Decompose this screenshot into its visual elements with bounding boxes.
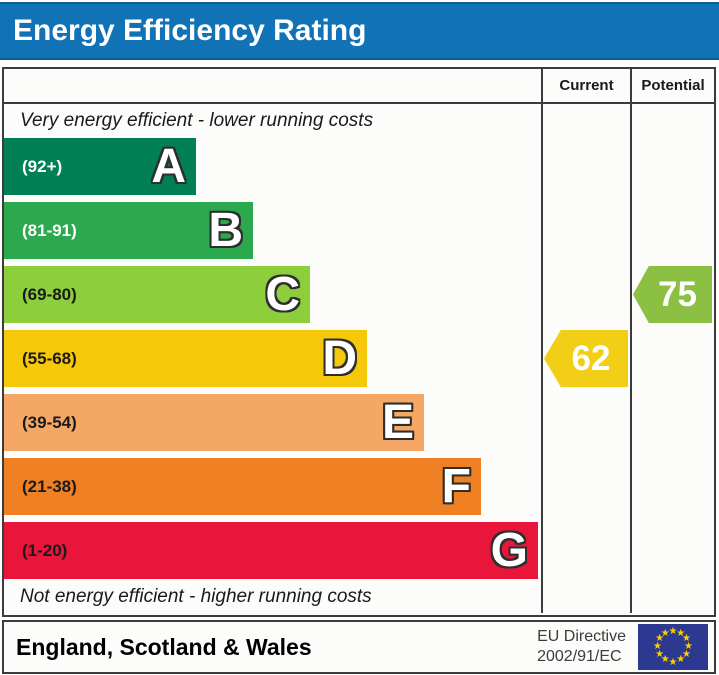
eu-directive-label: EU Directive 2002/91/EC [537,627,626,667]
band-range-label: (55-68) [22,348,77,368]
eu-star: ★ [668,656,678,668]
potential-column-header: Potential [630,69,714,102]
potential-column-divider [630,104,632,613]
band-range-label: (81-91) [22,220,77,240]
band-letter: B [208,203,243,257]
eu-star: ★ [681,648,691,660]
rating-table: Current Potential Very energy efficient … [2,67,716,617]
band-row-a: (92+) A [4,138,196,195]
eu-star: ★ [684,641,693,652]
footer-bar: England, Scotland & Wales EU Directive 2… [2,620,716,674]
eu-directive-line2: 2002/91/EC [537,648,622,665]
current-rating-arrow: 62 [544,330,628,387]
eu-star: ★ [681,633,691,645]
caption-very-efficient: Very energy efficient - lower running co… [20,110,374,131]
band-letter: C [265,267,300,321]
rating-table-header: Current Potential [4,69,714,104]
eu-star: ★ [676,627,686,639]
band-letter: F [441,459,471,513]
eu-star: ★ [660,654,670,666]
band-range-label: (39-54) [22,412,77,432]
current-column-divider [541,104,543,613]
band-range-label: (69-80) [22,284,77,304]
band-letter: A [151,139,186,193]
band-letter: D [322,331,357,385]
eu-star: ★ [655,633,665,645]
page-title: Energy Efficiency Rating [13,14,367,47]
eu-star: ★ [653,641,662,652]
eu-star: ★ [655,648,665,660]
region-label: England, Scotland & Wales [16,633,312,660]
caption-not-efficient: Not energy efficient - higher running co… [20,586,372,607]
eu-directive-line1: EU Directive [537,628,626,645]
band-letter: E [381,395,414,449]
band-row-c: (69-80) C [4,266,310,323]
band-row-f: (21-38) F [4,458,481,515]
band-range-label: (92+) [22,156,63,176]
band-range-label: (1-20) [22,540,68,560]
band-row-b: (81-91) B [4,202,253,259]
band-letter: G [490,523,528,577]
band-range-label: (21-38) [22,476,77,496]
band-row-e: (39-54) E [4,394,424,451]
header-spacer-cell [4,69,541,102]
eu-flag: ★ ★ ★ ★ ★ ★ ★ ★ ★ ★ ★ ★ [638,624,708,670]
current-column-header: Current [541,69,630,102]
eu-star: ★ [668,625,678,637]
potential-rating-arrow: 75 [633,266,712,323]
title-bar: Energy Efficiency Rating [0,2,719,60]
band-row-g: (1-20) G [4,522,538,579]
rating-table-body: Very energy efficient - lower running co… [4,104,714,613]
band-row-d: (55-68) D [4,330,367,387]
eu-star: ★ [676,654,686,666]
eu-star: ★ [660,627,670,639]
